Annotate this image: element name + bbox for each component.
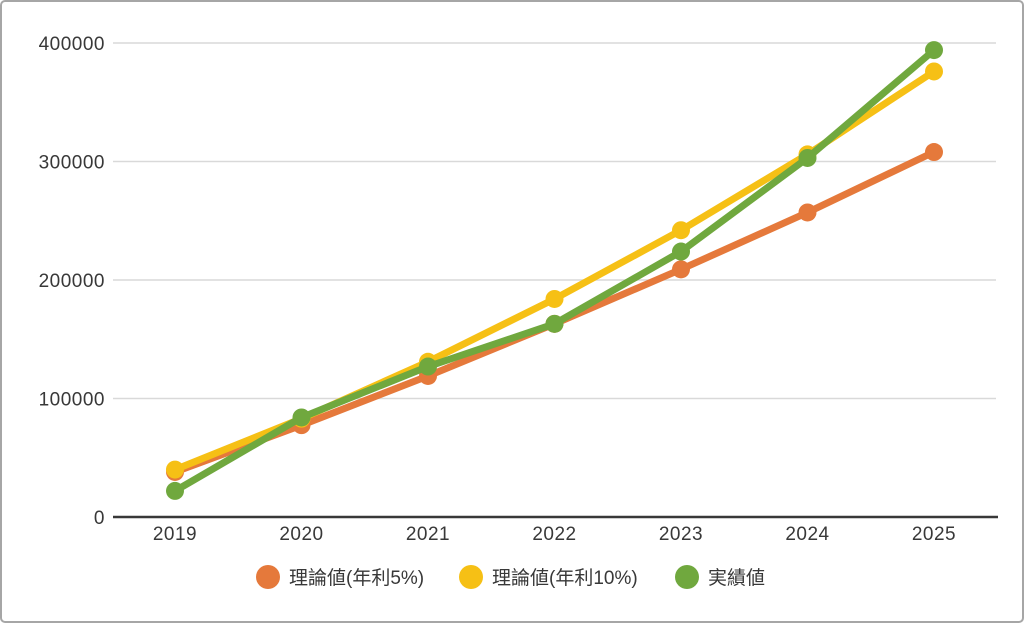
x-tick-label: 2020	[279, 524, 323, 545]
y-tick-label: 200000	[39, 271, 105, 292]
gridlines	[113, 42, 998, 519]
x-tick-label: 2021	[406, 524, 450, 545]
data-point	[925, 143, 943, 162]
y-tick-label: 0	[94, 508, 105, 529]
x-tick-label: 2024	[785, 524, 829, 545]
data-point	[292, 408, 311, 427]
y-tick-label: 300000	[39, 153, 105, 174]
data-point	[419, 357, 437, 376]
legend: 理論値(年利5%) 理論値(年利10%) 実績値	[256, 565, 765, 589]
y-tick-label: 100000	[39, 390, 105, 411]
y-axis-labels: 0 100000 200000 300000 400000	[39, 34, 105, 529]
data-point	[672, 221, 690, 240]
legend-label-1: 理論値(年利10%)	[492, 567, 638, 589]
x-tick-label: 2022	[532, 524, 576, 545]
data-point	[798, 203, 817, 222]
data-point	[925, 62, 943, 81]
data-point	[672, 260, 690, 279]
y-tick-label: 400000	[39, 34, 105, 55]
x-tick-label: 2019	[153, 524, 197, 545]
series-line-2	[171, 46, 938, 495]
data-point	[672, 242, 690, 261]
x-axis-labels: 2019 2020 2021 2022 2023 2024 2025	[153, 524, 956, 545]
data-point	[166, 460, 184, 479]
legend-swatch-2	[675, 565, 699, 589]
data-point	[798, 148, 817, 167]
legend-swatch-1	[459, 565, 483, 589]
data-point	[166, 481, 184, 500]
series-line-1	[171, 67, 938, 474]
x-tick-label: 2025	[912, 524, 956, 545]
data-series	[166, 41, 943, 500]
data-point	[925, 41, 943, 60]
data-point	[545, 314, 564, 333]
legend-swatch-0	[256, 565, 280, 589]
data-point	[545, 289, 564, 308]
x-tick-label: 2023	[659, 524, 703, 545]
legend-label-2: 実績値	[708, 567, 765, 589]
legend-label-0: 理論値(年利5%)	[289, 567, 424, 589]
